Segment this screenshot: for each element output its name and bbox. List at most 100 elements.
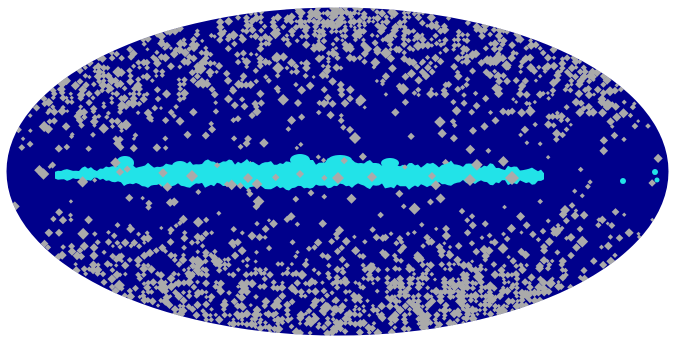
mask-pixel — [275, 302, 283, 310]
point-source-mask — [243, 288, 251, 296]
point-source-mask — [434, 116, 446, 128]
mask-pixel — [406, 293, 411, 298]
mask-pixel — [127, 91, 133, 96]
point-source-mask — [180, 48, 190, 58]
galactic-plane-bump — [172, 161, 188, 171]
mask-pixel — [318, 306, 328, 316]
mask-pixel — [145, 47, 150, 52]
mask-pixel — [32, 104, 41, 112]
mask-pixel — [436, 246, 446, 256]
mask-pixel — [373, 14, 382, 23]
mask-pixel — [297, 85, 307, 95]
mask-pixel — [93, 72, 103, 81]
mask-pixel — [137, 65, 142, 70]
point-source-mask — [229, 86, 238, 95]
mask-pixel — [165, 198, 175, 207]
mask-pixel — [481, 220, 489, 228]
mask-pixel — [202, 252, 209, 259]
mask-pixel — [200, 38, 205, 44]
mask-pixel — [447, 307, 453, 313]
mask-pixel — [392, 325, 398, 330]
mask-pixel — [295, 249, 300, 255]
mask-pixel — [582, 86, 589, 94]
mask-pixel — [369, 32, 375, 38]
mask-pixel — [384, 266, 390, 273]
mask-pixel — [162, 116, 170, 124]
mask-pixel — [73, 262, 78, 267]
mask-pixel — [530, 67, 539, 75]
mask-pixel — [129, 144, 138, 153]
mask-pixel — [364, 323, 373, 332]
mask-pixel — [460, 55, 465, 60]
point-source-mask — [572, 188, 578, 194]
mask-pixel — [239, 49, 247, 57]
point-source-mask — [472, 270, 485, 283]
mask-pixel — [598, 108, 607, 118]
mask-pixel — [537, 73, 543, 79]
mask-pixel — [368, 324, 377, 332]
mask-pixel — [216, 17, 225, 27]
mask-pixel — [571, 57, 580, 66]
mask-pixel — [302, 40, 311, 49]
point-source-mask — [370, 57, 381, 68]
mask-pixel — [189, 108, 198, 117]
mask-pixel — [573, 65, 579, 70]
mask-pixel — [509, 297, 516, 305]
mask-pixel — [470, 259, 475, 264]
point-source-mask — [194, 62, 207, 75]
point-source-mask — [269, 27, 282, 40]
mask-pixel — [239, 230, 245, 236]
mask-pixel — [216, 267, 223, 274]
mask-pixel — [210, 90, 219, 99]
galactic-plane-fragment — [654, 177, 660, 183]
mask-pixel — [563, 54, 571, 62]
point-source-mask — [472, 102, 481, 110]
mask-pixel — [591, 77, 596, 82]
mask-pixel — [202, 266, 210, 274]
mask-pixel — [328, 238, 336, 245]
mask-pixel — [160, 53, 171, 63]
mask-pixel — [503, 286, 512, 296]
mask-pixel — [336, 306, 345, 315]
mask-pixel — [253, 78, 260, 85]
mask-pixel — [237, 288, 246, 296]
mask-pixel — [253, 324, 258, 330]
mask-pixel — [287, 58, 296, 68]
mask-pixel — [420, 243, 426, 249]
mask-pixel — [293, 279, 301, 287]
mask-pixel — [324, 292, 331, 299]
point-source-mask — [430, 180, 441, 191]
mask-pixel — [506, 254, 511, 260]
mask-pixel — [414, 13, 423, 22]
mask-pixel — [176, 96, 184, 103]
mask-pixel — [338, 91, 346, 99]
mask-pixel — [353, 304, 358, 309]
mask-pixel — [611, 86, 619, 95]
mask-pixel — [543, 62, 553, 71]
mask-pixel — [464, 217, 471, 224]
mask-pixel — [438, 251, 445, 259]
point-source-mask — [464, 174, 476, 186]
point-source-mask — [116, 168, 124, 176]
point-source-mask — [120, 119, 132, 131]
mask-pixel — [463, 229, 472, 237]
mask-pixel — [351, 246, 361, 256]
mask-pixel — [325, 56, 331, 62]
point-source-mask — [425, 238, 433, 246]
mask-pixel — [469, 126, 477, 135]
mask-pixel — [318, 219, 327, 228]
mask-pixel — [361, 304, 366, 309]
mask-pixel — [166, 282, 176, 292]
mask-pixel — [298, 293, 304, 299]
mask-pixel — [440, 25, 450, 35]
mask-pixel — [107, 274, 117, 284]
mask-pixel — [332, 277, 341, 286]
point-source-mask — [545, 278, 556, 289]
point-source-mask — [234, 115, 242, 123]
mask-pixel — [539, 287, 549, 297]
mask-pixel — [92, 177, 98, 183]
mask-pixel — [59, 94, 67, 102]
mask-pixel — [162, 145, 169, 151]
point-source-mask — [49, 161, 57, 169]
